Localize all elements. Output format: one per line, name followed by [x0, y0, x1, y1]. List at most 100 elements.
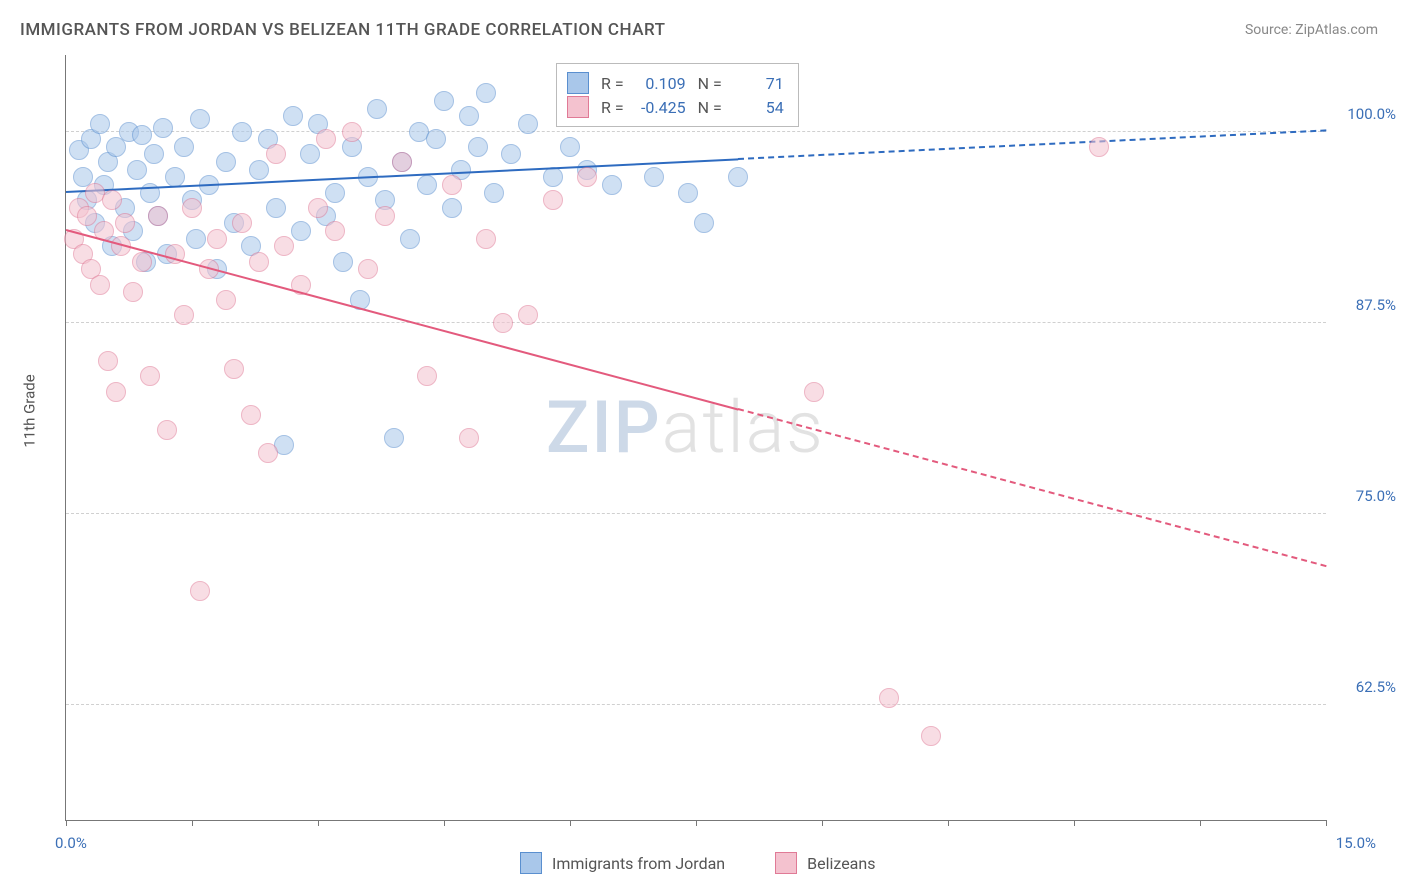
data-point-jordan: [384, 428, 404, 448]
data-point-belize: [1089, 137, 1109, 157]
x-tick: [822, 820, 823, 826]
data-point-belize: [316, 129, 336, 149]
gridline: [66, 131, 1326, 132]
data-point-jordan: [543, 167, 563, 187]
data-point-belize: [77, 206, 97, 226]
data-point-belize: [804, 382, 824, 402]
data-point-belize: [232, 213, 252, 233]
x-tick: [192, 820, 193, 826]
data-point-belize: [442, 175, 462, 195]
data-point-belize: [342, 122, 362, 142]
data-point-jordan: [602, 175, 622, 195]
data-point-belize: [879, 688, 899, 708]
data-point-jordan: [400, 229, 420, 249]
data-point-jordan: [442, 198, 462, 218]
data-point-belize: [392, 152, 412, 172]
legend-swatch-belize: [775, 852, 797, 874]
x-tick: [1326, 820, 1327, 826]
x-tick: [1200, 820, 1201, 826]
data-point-belize: [182, 198, 202, 218]
data-point-jordan: [678, 183, 698, 203]
source-label: Source: ZipAtlas.com: [1245, 22, 1378, 38]
data-point-belize: [174, 305, 194, 325]
data-point-jordan: [476, 83, 496, 103]
data-point-belize: [157, 420, 177, 440]
watermark-atlas: atlas: [662, 385, 825, 470]
chart-title: IMMIGRANTS FROM JORDAN VS BELIZEAN 11TH …: [20, 20, 666, 40]
data-point-belize: [98, 351, 118, 371]
data-point-jordan: [434, 91, 454, 111]
data-point-jordan: [186, 229, 206, 249]
x-tick: [570, 820, 571, 826]
data-point-jordan: [728, 167, 748, 187]
data-point-jordan: [518, 114, 538, 134]
x-tick: [444, 820, 445, 826]
data-point-jordan: [560, 137, 580, 157]
n-value-jordan: 71: [734, 74, 784, 93]
x-tick: [1074, 820, 1075, 826]
x-axis-max-label: 15.0%: [1336, 834, 1376, 852]
y-tick-label: 75.0%: [1336, 487, 1396, 505]
data-point-jordan: [232, 122, 252, 142]
data-point-belize: [308, 198, 328, 218]
data-point-jordan: [132, 125, 152, 145]
x-tick: [66, 820, 67, 826]
data-point-jordan: [249, 160, 269, 180]
data-point-jordan: [190, 109, 210, 129]
data-point-jordan: [459, 106, 479, 126]
gridline: [66, 704, 1326, 705]
x-tick: [696, 820, 697, 826]
data-point-belize: [132, 252, 152, 272]
data-point-jordan: [484, 183, 504, 203]
data-point-jordan: [174, 137, 194, 157]
r-value-belize: -0.425: [636, 98, 686, 117]
x-tick: [318, 820, 319, 826]
data-point-belize: [140, 366, 160, 386]
stats-row-belize: R =-0.425N =54: [567, 96, 784, 118]
data-point-belize: [224, 359, 244, 379]
data-point-jordan: [127, 160, 147, 180]
data-point-jordan: [153, 118, 173, 138]
data-point-belize: [358, 259, 378, 279]
data-point-belize: [216, 290, 236, 310]
data-point-belize: [258, 443, 278, 463]
legend-label-belize: Belizeans: [807, 854, 875, 873]
data-point-belize: [241, 405, 261, 425]
trend-line-belize: [66, 229, 739, 411]
data-point-belize: [518, 305, 538, 325]
r-value-jordan: 0.109: [636, 74, 686, 93]
data-point-jordan: [468, 137, 488, 157]
stats-swatch-belize: [567, 96, 589, 118]
data-point-jordan: [367, 99, 387, 119]
data-point-belize: [274, 236, 294, 256]
data-point-jordan: [144, 144, 164, 164]
y-tick-label: 100.0%: [1336, 105, 1396, 123]
data-point-jordan: [426, 129, 446, 149]
data-point-jordan: [333, 252, 353, 272]
stats-row-jordan: R =0.109N =71: [567, 72, 784, 94]
data-point-jordan: [90, 114, 110, 134]
data-point-belize: [249, 252, 269, 272]
x-axis-min-label: 0.0%: [55, 834, 87, 852]
data-point-jordan: [694, 213, 714, 233]
n-label: N =: [698, 74, 722, 93]
data-point-belize: [577, 167, 597, 187]
data-point-belize: [115, 213, 135, 233]
n-label: N =: [698, 98, 722, 117]
data-point-jordan: [300, 144, 320, 164]
data-point-belize: [543, 190, 563, 210]
y-axis-label: 11th Grade: [21, 374, 39, 447]
data-point-belize: [417, 366, 437, 386]
data-point-jordan: [501, 144, 521, 164]
watermark-zip: ZIP: [546, 385, 662, 470]
data-point-jordan: [417, 175, 437, 195]
data-point-jordan: [644, 167, 664, 187]
data-point-belize: [476, 229, 496, 249]
trend-line-jordan-dash: [738, 130, 1326, 161]
data-point-jordan: [266, 198, 286, 218]
data-point-belize: [190, 581, 210, 601]
plot-area: ZIPatlas R =0.109N =71R =-0.425N =54 100…: [65, 55, 1326, 821]
data-point-belize: [375, 206, 395, 226]
gridline: [66, 322, 1326, 323]
watermark: ZIPatlas: [546, 385, 825, 470]
